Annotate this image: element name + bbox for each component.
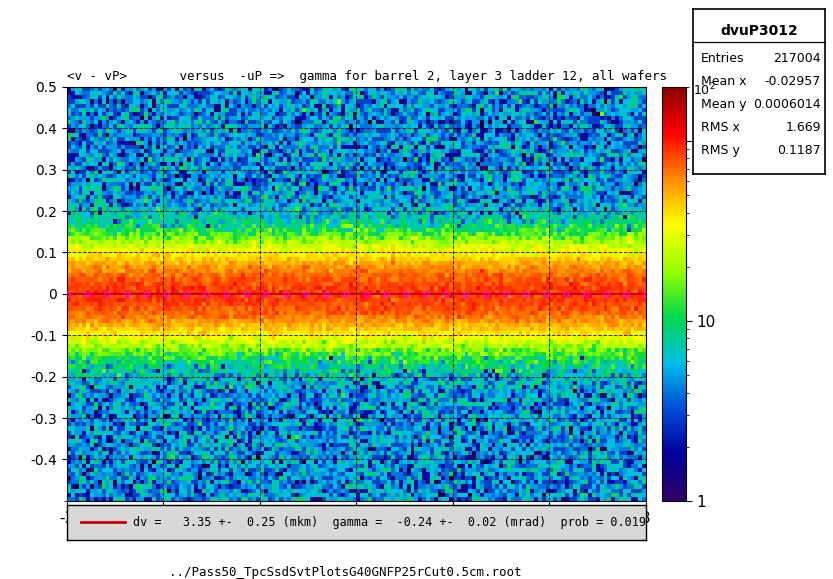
Text: Entries: Entries: [701, 52, 745, 65]
Text: 0.1187: 0.1187: [777, 144, 821, 157]
Text: Mean x: Mean x: [701, 75, 746, 88]
Text: -0.02957: -0.02957: [765, 75, 821, 88]
Text: RMS x: RMS x: [701, 121, 740, 134]
Text: dv =   3.35 +-  0.25 (mkm)  gamma =  -0.24 +-  0.02 (mrad)  prob = 0.019: dv = 3.35 +- 0.25 (mkm) gamma = -0.24 +-…: [133, 516, 646, 529]
Text: ../Pass50_TpcSsdSvtPlotsG40GNFP25rCut0.5cm.root: ../Pass50_TpcSsdSvtPlotsG40GNFP25rCut0.5…: [169, 566, 522, 579]
Text: 1.669: 1.669: [786, 121, 821, 134]
Text: RMS y: RMS y: [701, 144, 740, 157]
Text: Mean y: Mean y: [701, 98, 746, 111]
Text: 217004: 217004: [773, 52, 821, 65]
Text: dvuP3012: dvuP3012: [720, 24, 798, 38]
Text: $10^2$: $10^2$: [693, 82, 716, 98]
Text: <v - vP>       versus  -uP =>  gamma for barrel 2, layer 3 ladder 12, all wafers: <v - vP> versus -uP => gamma for barrel …: [67, 70, 666, 83]
Text: 0.0006014: 0.0006014: [753, 98, 821, 111]
